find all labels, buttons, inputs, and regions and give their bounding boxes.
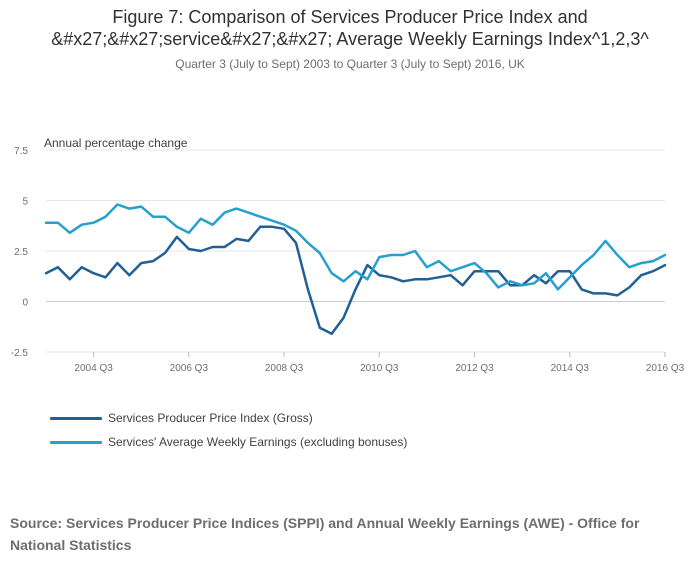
x-tick-label: 2008 Q3: [265, 363, 304, 374]
series-lines: [44, 203, 667, 336]
legend-item-sppi[interactable]: Services Producer Price Index (Gross): [50, 406, 407, 430]
legend-swatch-awe: [50, 440, 102, 444]
x-tick-label: 2006 Q3: [170, 363, 209, 374]
line-chart: 2004 Q3 2006 Q3 2008 Q3 2010 Q3 2012 Q3 2014 …: [11, 136, 685, 374]
chart-title-line-2: &#x27;&#x27;service&#x27;&#x27; Average …: [51, 29, 649, 49]
y-tick-label: 2.5: [14, 247, 28, 258]
y-tick-label: 7.5: [14, 146, 28, 157]
source-note: Source: Services Producer Price Indices …: [10, 515, 640, 553]
y-axis: -2.5 0 2.5 5 7.5: [11, 146, 29, 359]
y-axis-label: Annual percentage change: [44, 136, 188, 150]
gridlines: [46, 149, 665, 353]
legend-label-sppi: Services Producer Price Index (Gross): [108, 411, 313, 425]
x-tick-label: 2014 Q3: [551, 363, 590, 374]
x-axis: 2004 Q3 2006 Q3 2008 Q3 2010 Q3 2012 Q3 2014 …: [74, 352, 685, 374]
x-tick-label: 2016 Q3: [646, 363, 685, 374]
chart-title-line-1: Figure 7: Comparison of Services Produce…: [112, 7, 588, 27]
y-tick-label: 5: [22, 197, 28, 208]
series-line-sppi: [44, 225, 667, 336]
legend-swatch-sppi: [50, 416, 102, 420]
x-tick-label: 2010 Q3: [360, 363, 399, 374]
x-tick-label: 2004 Q3: [74, 363, 113, 374]
y-tick-label: -2.5: [11, 348, 29, 359]
y-tick-label: 0: [22, 298, 28, 309]
chart-title: Figure 7: Comparison of Services Produce…: [0, 6, 700, 50]
legend-label-awe: Services' Average Weekly Earnings (exclu…: [108, 435, 408, 449]
chart-subtitle: Quarter 3 (July to Sept) 2003 to Quarter…: [175, 57, 525, 71]
series-line-awe: [44, 203, 667, 291]
x-tick-label: 2012 Q3: [455, 363, 494, 374]
chart-legend: Services Producer Price Index (Gross) Se…: [50, 406, 407, 454]
legend-item-awe[interactable]: Services' Average Weekly Earnings (exclu…: [50, 430, 407, 454]
